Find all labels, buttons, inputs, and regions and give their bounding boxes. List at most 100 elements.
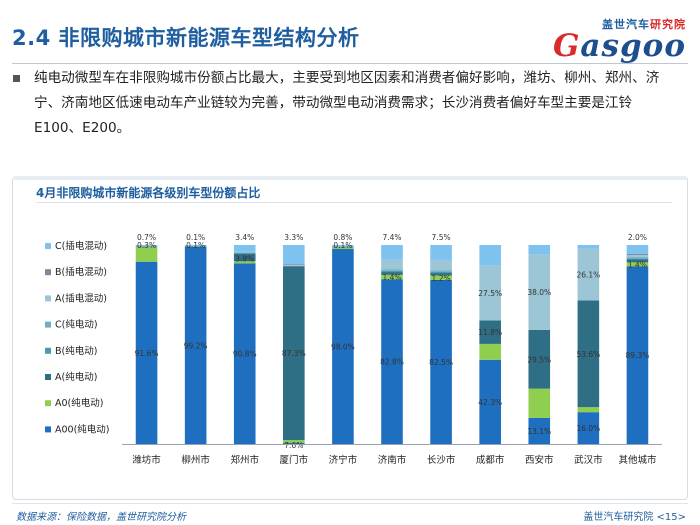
bar-segment <box>577 245 600 249</box>
bar-segment <box>381 270 403 273</box>
bar-segment <box>430 273 452 276</box>
bar-segment <box>332 247 354 249</box>
bar-segment <box>332 248 354 444</box>
bar-segment <box>283 440 305 444</box>
legend-swatch <box>45 321 51 328</box>
bar-segment <box>233 263 256 444</box>
square-bullet-icon <box>13 75 20 82</box>
title-divider <box>12 63 688 64</box>
bar-segment <box>381 279 403 444</box>
bar-segment <box>430 270 452 272</box>
data-label: 16.0% <box>576 424 600 433</box>
footer-divider <box>12 503 688 504</box>
bar-segment <box>528 417 551 444</box>
bar-segment <box>430 245 452 260</box>
bar-segment <box>233 245 256 252</box>
bar-segment <box>283 245 305 265</box>
x-tick-label: 西安市 <box>525 454 554 466</box>
data-label: 29.5% <box>527 355 551 364</box>
chart-panel-header <box>12 176 688 180</box>
bar-segment <box>626 258 649 260</box>
bar-segment <box>381 259 403 270</box>
legend-label: B(插电混动) <box>55 266 107 278</box>
bar-segment <box>135 246 158 262</box>
x-tick-label: 其他城市 <box>618 454 657 466</box>
bar-segment <box>135 246 158 247</box>
legend-label: B(纯电动) <box>55 345 97 357</box>
chart-title-divider <box>36 202 672 203</box>
legend-swatch <box>45 400 51 407</box>
x-tick-label: 郑州市 <box>230 454 259 466</box>
data-label: 0.1% <box>186 241 205 250</box>
chart-title: 4月非限购城市新能源各级别车型份额占比 <box>36 186 261 200</box>
bar-segment <box>626 257 649 259</box>
bar-segment <box>283 264 305 266</box>
gasgoo-logo: 盖世汽车研究院 Gasgoo <box>536 14 686 64</box>
data-label: 0.7% <box>137 233 156 242</box>
legend-swatch <box>45 347 51 354</box>
data-label: 0.8% <box>333 233 352 242</box>
data-label: 2.0% <box>628 233 647 242</box>
x-tick-label: 柳州市 <box>181 454 210 466</box>
data-label: 11.8% <box>478 328 502 337</box>
data-label: 1.4% <box>382 273 401 282</box>
x-tick-label: 厦门市 <box>280 454 309 466</box>
x-tick-label: 成都市 <box>476 454 505 466</box>
bar-segment <box>528 329 551 389</box>
logo-caption: 盖世汽车研究院 <box>602 18 686 31</box>
data-label: 0.1% <box>186 233 205 242</box>
bar-segment <box>528 254 551 330</box>
bar-segment <box>283 264 305 265</box>
x-tick-label: 长沙市 <box>427 454 456 466</box>
bar-segment <box>479 359 501 444</box>
bar-segment <box>135 245 158 247</box>
bar-segment <box>381 274 403 280</box>
data-label: 87.3% <box>282 349 306 358</box>
bar-segment <box>626 245 649 254</box>
bar-segment <box>479 245 501 266</box>
data-label: 89.3% <box>626 351 650 360</box>
bar-segment <box>479 320 501 344</box>
data-label: 0.1% <box>333 241 352 250</box>
bar-segment <box>283 443 305 444</box>
data-label: 42.3% <box>478 398 502 407</box>
legend-swatch <box>45 269 51 276</box>
data-label: 1.4% <box>628 261 647 270</box>
x-tick-label: 潍坊市 <box>132 454 161 466</box>
bar-segment <box>430 259 452 271</box>
bar-segment <box>184 245 207 247</box>
bar-segment <box>184 246 207 444</box>
legend-label: A00(纯电动) <box>55 423 110 435</box>
data-label: 99.2% <box>184 341 208 350</box>
bar-segment <box>626 259 649 263</box>
data-label: 3.3% <box>284 233 303 242</box>
data-label: 7.4% <box>382 233 401 242</box>
legend-label: C(纯电动) <box>55 319 98 331</box>
data-label: 7.6% <box>284 441 303 450</box>
data-label: 7.5% <box>432 233 451 242</box>
bar-segment <box>626 266 649 444</box>
x-tick-label: 济宁市 <box>329 454 358 466</box>
data-label: 27.5% <box>478 289 502 298</box>
bar-segment <box>479 265 501 321</box>
data-label: 13.1% <box>527 427 551 436</box>
x-tick-label: 武汉市 <box>574 454 603 466</box>
bar-segment <box>233 251 256 253</box>
legend-label: A0(纯电动) <box>55 397 103 409</box>
bar-segment <box>528 388 551 418</box>
data-label: 38.0% <box>527 288 551 297</box>
data-label: 82.8% <box>380 358 404 367</box>
data-label: 98.0% <box>331 342 355 351</box>
bar-segment <box>577 412 600 444</box>
data-label: 82.5% <box>429 358 453 367</box>
bar-segment <box>381 245 403 260</box>
bar-segment <box>626 254 649 258</box>
bar-segment <box>283 266 305 441</box>
bar-segment <box>577 407 600 413</box>
bar-segment <box>233 252 256 254</box>
bar-segment <box>332 245 354 247</box>
legend-swatch <box>45 426 51 433</box>
bar-segment <box>479 343 501 360</box>
page-title: 2.4 非限购城市新能源车型结构分析 <box>12 26 360 50</box>
